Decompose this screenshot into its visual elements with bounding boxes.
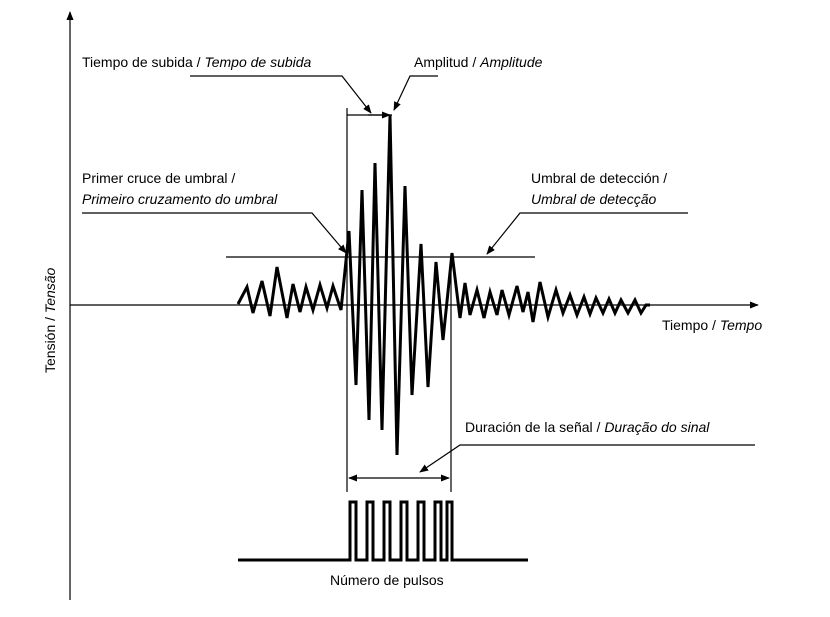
time-axis-label: Tiempo / Tempo — [662, 317, 762, 333]
rise-time-label: Tiempo de subida / Tempo de subida — [82, 54, 312, 70]
rise-time-leader — [190, 75, 372, 114]
detection-threshold-label-pt: Umbral de detecção — [531, 191, 657, 207]
first-crossing-leader — [82, 212, 347, 254]
first-crossing-label: Primer cruce de umbral / — [82, 170, 235, 186]
pulse-count-label: Número de pulsos — [330, 572, 444, 588]
signal-duration-leader — [419, 444, 755, 473]
amplitude-leader — [393, 75, 438, 111]
first-crossing-label-pt: Primeiro cruzamento do umbral — [82, 191, 278, 207]
pulse-train — [238, 500, 528, 562]
voltage-axis-label: Tensión / Tensão — [42, 267, 58, 373]
threshold-leader — [486, 212, 688, 255]
detection-threshold-label: Umbral de detección / — [531, 170, 667, 186]
signal-waveform — [236, 114, 650, 456]
amplitude-label: Amplitud / Amplitude — [414, 54, 543, 70]
signal-duration-label: Duración de la señal / Duração do sinal — [465, 419, 710, 435]
